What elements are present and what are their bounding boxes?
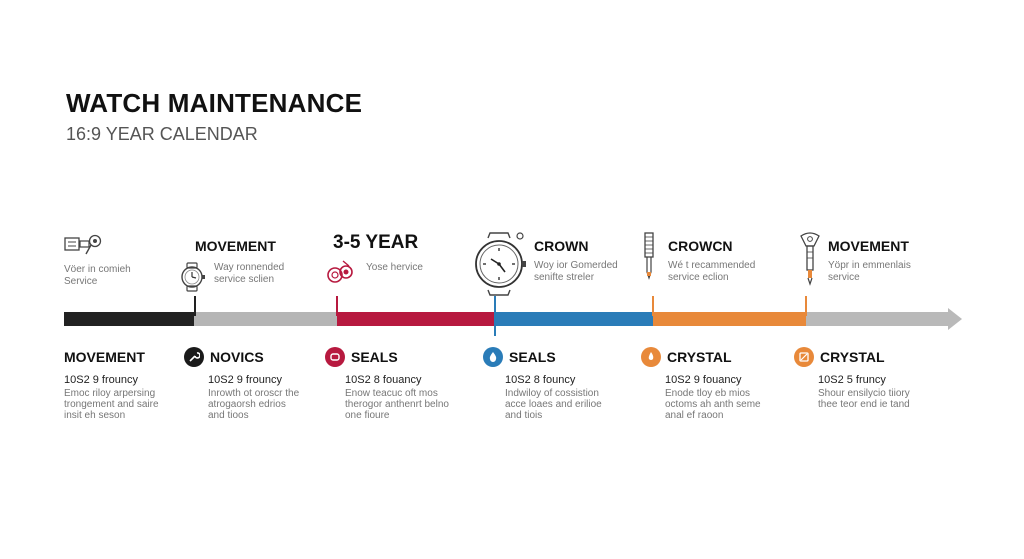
- bottom-item-5: CRYSTAL 10S2 9 fouancy Enode tloy eb mio…: [641, 346, 791, 421]
- bottom-item-frequency: 10S2 8 fouancy: [345, 374, 422, 386]
- bottom-item-description: Emoc riloy arpersing trongement and sair…: [64, 388, 159, 421]
- bottom-item-description: Enow teacuc oft mos therogor anthenrt be…: [345, 388, 449, 421]
- timeline-tick: [652, 296, 654, 316]
- flame-icon: [641, 347, 661, 367]
- bottom-item-name: MOVEMENT: [64, 349, 145, 365]
- timeline-arrowhead: [948, 308, 962, 330]
- caseback-opener-icon: [800, 232, 820, 286]
- top-item-5: CROWCN Wé t recammended service eclion: [642, 232, 792, 284]
- top-item-1: Vöer in comieh Service: [64, 232, 214, 288]
- wristwatch-icon: [475, 232, 526, 296]
- top-label: CROWCN: [668, 238, 733, 254]
- top-label: MOVEMENT: [195, 238, 276, 254]
- drop-icon: [483, 347, 503, 367]
- bottom-item-description: Shour ensilycio tiiory thee teor end ie …: [818, 388, 910, 410]
- timeline-segment-black: [64, 312, 194, 326]
- timeline-tick: [194, 296, 196, 316]
- note-line: Wé t recammended: [668, 260, 756, 271]
- timeline-tick: [494, 296, 496, 336]
- bottom-item-frequency: 10S2 9 frouncy: [208, 374, 282, 386]
- bottom-item-2: NOVICS 10S2 9 frouncy Inrowth ot oroscr …: [184, 346, 334, 421]
- page-subtitle: 16:9 YEAR CALENDAR: [66, 124, 258, 144]
- bottom-item-description: Enode tloy eb mios octoms ah anth seme a…: [665, 388, 761, 421]
- wrench-icon: [184, 347, 204, 367]
- seal-icon: [325, 347, 345, 367]
- gasket-icon: [327, 260, 353, 283]
- note-line: Woy ior Gomerded: [534, 260, 618, 271]
- bottom-item-frequency: 10S2 9 fouancy: [665, 374, 742, 386]
- top-label: 3-5 YEAR: [333, 232, 419, 253]
- watch-icon: [181, 262, 205, 292]
- note-line: Yose hervice: [366, 262, 423, 273]
- timeline-tick: [805, 296, 807, 316]
- bottom-item-description: Indwiloy of cossistion acce loaes and er…: [505, 388, 602, 421]
- bottom-item-frequency: 10S2 5 fruncy: [818, 374, 886, 386]
- note-line: service sclien: [214, 274, 275, 285]
- top-item-3: 3-5 YEAR Yose hervice: [326, 232, 476, 286]
- timeline-segment-gray: [194, 312, 337, 326]
- bottom-item-name: NOVICS: [210, 349, 264, 365]
- top-label: MOVEMENT: [828, 238, 909, 254]
- bottom-item-6: CRYSTAL 10S2 5 fruncy Shour ensilycio ti…: [794, 346, 944, 410]
- timeline-segment-red: [337, 312, 495, 326]
- bottom-item-3: SEALS 10S2 8 fouancy Enow teacuc oft mos…: [325, 346, 475, 421]
- timeline-tick: [336, 296, 338, 316]
- tools-icon: [64, 234, 102, 255]
- note-line: Service: [64, 276, 98, 287]
- top-item-6: MOVEMENT Yöpr in emmenlais service: [798, 232, 948, 288]
- page-title: WATCH MAINTENANCE: [66, 88, 363, 118]
- note-line: Vöer in comieh: [64, 264, 131, 275]
- note-line: service eclion: [668, 272, 729, 283]
- bottom-item-name: CRYSTAL: [667, 349, 732, 365]
- bottom-item-description: Inrowth ot oroscr the atrogaorsh edrios …: [208, 388, 300, 421]
- bottom-item-name: SEALS: [509, 349, 556, 365]
- note-line: service: [828, 272, 860, 283]
- timeline-bar: [64, 308, 968, 330]
- bottom-item-4: SEALS 10S2 8 founcy Indwiloy of cossisti…: [483, 346, 633, 421]
- timeline-segment-blue: [495, 312, 653, 326]
- bottom-item-1: MOVEMENT 10S2 9 frouncy Emoc riloy arper…: [64, 346, 214, 421]
- top-item-2: MOVEMENT Way ronnended service sclien: [178, 232, 328, 292]
- note-line: senifte streler: [534, 272, 595, 283]
- crystal-icon: [794, 347, 814, 367]
- bottom-item-frequency: 10S2 8 founcy: [505, 374, 576, 386]
- bottom-item-name: CRYSTAL: [820, 349, 885, 365]
- bottom-item-frequency: 10S2 9 frouncy: [64, 374, 138, 386]
- note-line: Yöpr in emmenlais: [828, 260, 911, 271]
- timeline-segment-end: [806, 312, 948, 326]
- timeline-segment-orange: [653, 312, 806, 326]
- file-tool-icon: [644, 232, 654, 280]
- note-line: Way ronnended: [214, 262, 285, 273]
- bottom-item-name: SEALS: [351, 349, 398, 365]
- top-label: CROWN: [534, 238, 589, 254]
- top-item-4: CROWN Woy ior Gomerded senifte streler: [474, 232, 634, 296]
